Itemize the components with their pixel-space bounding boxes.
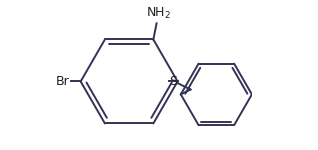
Text: Br: Br	[56, 75, 69, 88]
Text: NH$_2$: NH$_2$	[146, 6, 171, 21]
Text: S: S	[169, 75, 177, 88]
